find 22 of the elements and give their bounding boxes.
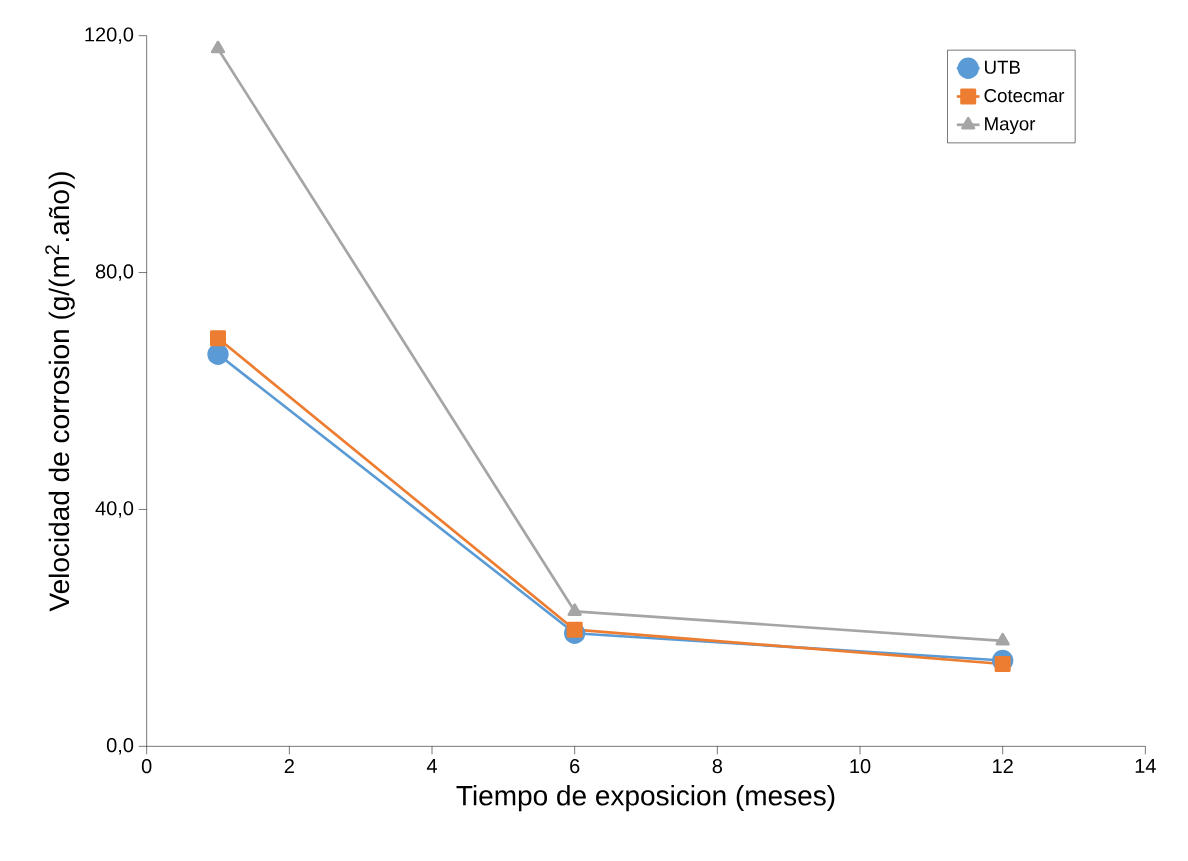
y-tick-label: 120,0 [85, 27, 134, 44]
point [567, 603, 582, 616]
x-tick-label: 6 [570, 759, 580, 774]
x-tick-label: 12 [993, 759, 1013, 774]
x-tick-label: 10 [850, 759, 871, 774]
y-tick-label: 0,0 [106, 738, 134, 755]
point [210, 330, 227, 347]
legend-label: Cotecmar [984, 88, 1065, 103]
x-axis-title: Tiempo de exposicion (meses) [456, 785, 835, 812]
point [210, 40, 226, 54]
point [995, 632, 1010, 646]
x-tick-label: 2 [284, 759, 294, 774]
x-tick-label: 0 [141, 759, 152, 774]
y-tick-label: 80,0 [95, 264, 134, 281]
y-tick-label: 40,0 [95, 501, 134, 518]
point [207, 343, 229, 365]
x-tick-label: 14 [1135, 759, 1156, 773]
legend-label: Mayor [985, 117, 1036, 135]
y-axis-title: Velocidad de corrosion (g/(m$^{2}$.año)) [45, 172, 75, 612]
x-tick-label: 4 [426, 759, 437, 773]
legend-label: UTB [985, 60, 1020, 74]
x-tick-label: 8 [712, 759, 723, 774]
